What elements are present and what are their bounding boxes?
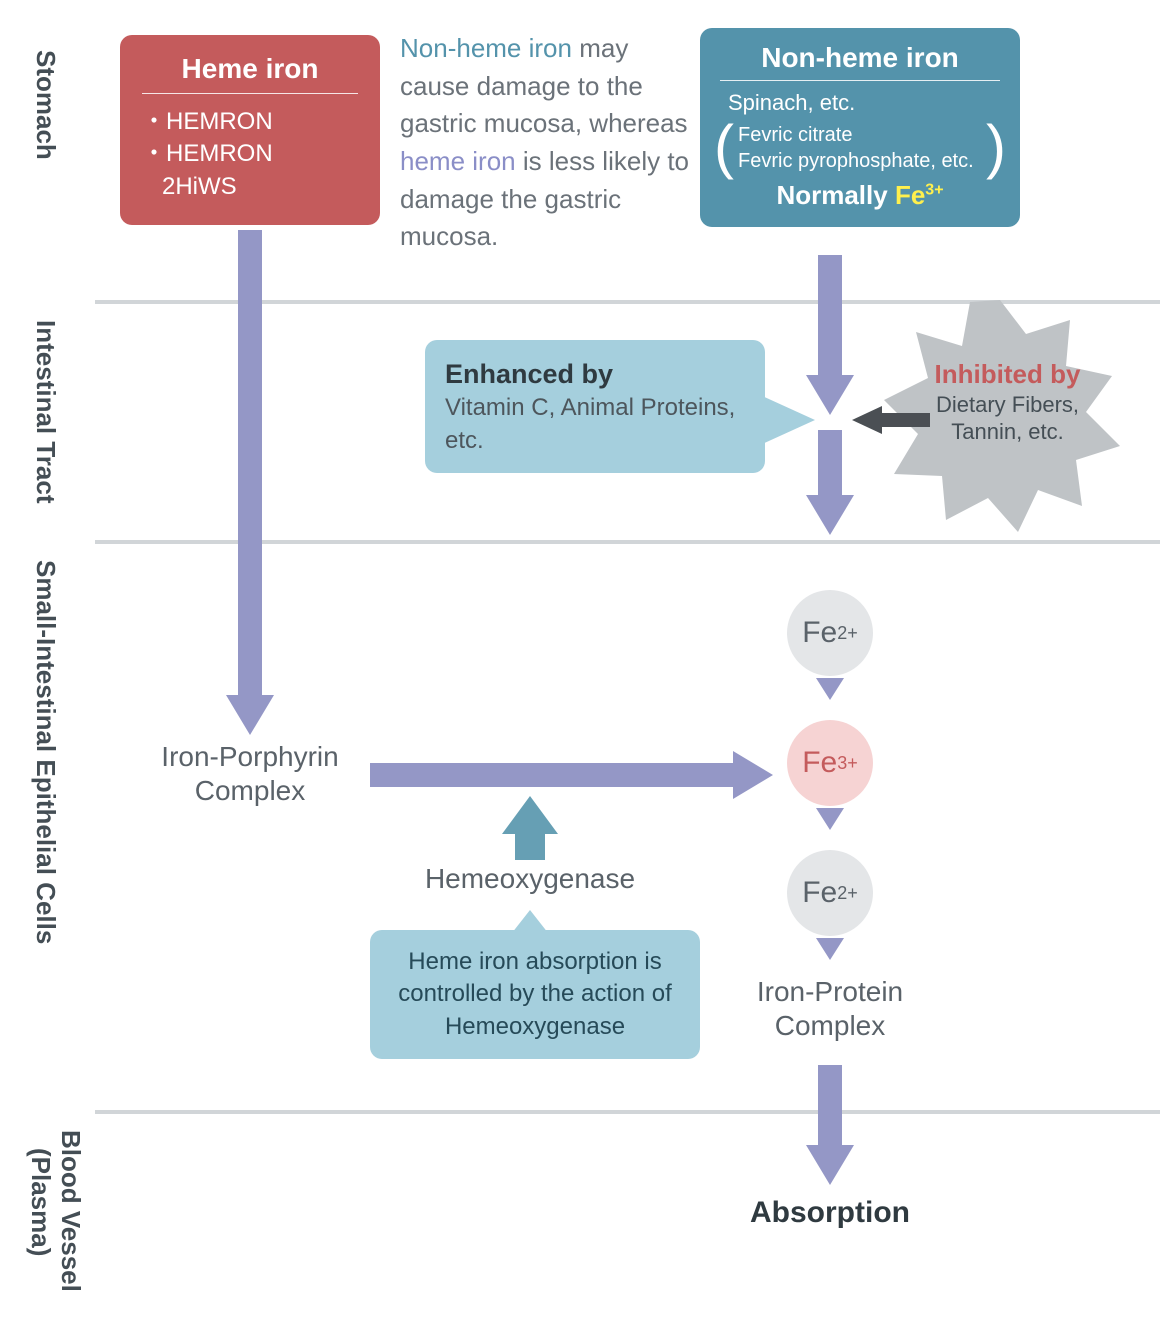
enhanced-title: Enhanced by (445, 356, 745, 392)
enhanced-callout: Enhanced by Vitamin C, Animal Proteins, … (425, 340, 765, 473)
nonheme-paren-2: Fevric pyrophosphate, etc. (738, 148, 982, 174)
section-blood: Blood Vessel (55, 1130, 86, 1292)
nonheme-normally: Normally Fe3+ (720, 180, 1000, 211)
fe2-circle-bottom: Fe2+ (787, 850, 873, 936)
hemeoxygenase-label: Hemeoxygenase (410, 862, 650, 896)
inhibited-body: Dietary Fibers, Tannin, etc. (936, 392, 1079, 445)
fe3-circle: Fe3+ (787, 720, 873, 806)
absorption-label: Absorption (740, 1195, 920, 1231)
divider-3 (95, 1110, 1160, 1114)
heme-box-title: Heme iron (142, 53, 358, 94)
heme-control-text: Heme iron absorption is controlled by th… (398, 948, 672, 1040)
heme-item-3: 2HiWS (142, 171, 358, 203)
nonheme-paren: Fevric citrate Fevric pyrophosphate, etc… (720, 120, 1000, 176)
section-epithelial: Small-Intestinal Epithelial Cells (30, 560, 61, 944)
gastric-mucosa-text: Non-heme iron may cause damage to the ga… (400, 30, 700, 256)
divider-1 (95, 300, 1160, 304)
heme-iron-box: Heme iron ・HEMRON ・HEMRON 2HiWS (120, 35, 380, 225)
midtext-nonheme: Non-heme iron (400, 33, 572, 63)
heme-item-2: ・HEMRON (142, 138, 358, 170)
nonheme-box-title: Non-heme iron (720, 42, 1000, 81)
enhanced-body: Vitamin C, Animal Proteins, etc. (445, 392, 745, 457)
nonheme-paren-1: Fevric citrate (738, 122, 982, 148)
divider-2 (95, 540, 1160, 544)
section-intestinal: Intestinal Tract (30, 320, 61, 504)
heme-item-1: ・HEMRON (142, 106, 358, 138)
midtext-heme: heme iron (400, 146, 516, 176)
iron-porphyrin-label: Iron-Porphyrin Complex (135, 740, 365, 807)
fe2-circle-top: Fe2+ (787, 590, 873, 676)
inhibited-title: Inhibited by (920, 358, 1095, 391)
normally-pre: Normally (776, 180, 895, 210)
iron-protein-label: Iron-Protein Complex (730, 975, 930, 1042)
section-stomach: Stomach (30, 50, 61, 160)
nonheme-iron-box: Non-heme iron Spinach, etc. Fevric citra… (700, 28, 1020, 227)
inhibited-label: Inhibited by Dietary Fibers, Tannin, etc… (920, 358, 1095, 446)
heme-control-callout: Heme iron absorption is controlled by th… (370, 930, 700, 1059)
section-plasma: (Plasma) (25, 1148, 56, 1256)
nonheme-line-spinach: Spinach, etc. (720, 89, 1000, 118)
normally-fe: Fe3+ (895, 180, 944, 210)
